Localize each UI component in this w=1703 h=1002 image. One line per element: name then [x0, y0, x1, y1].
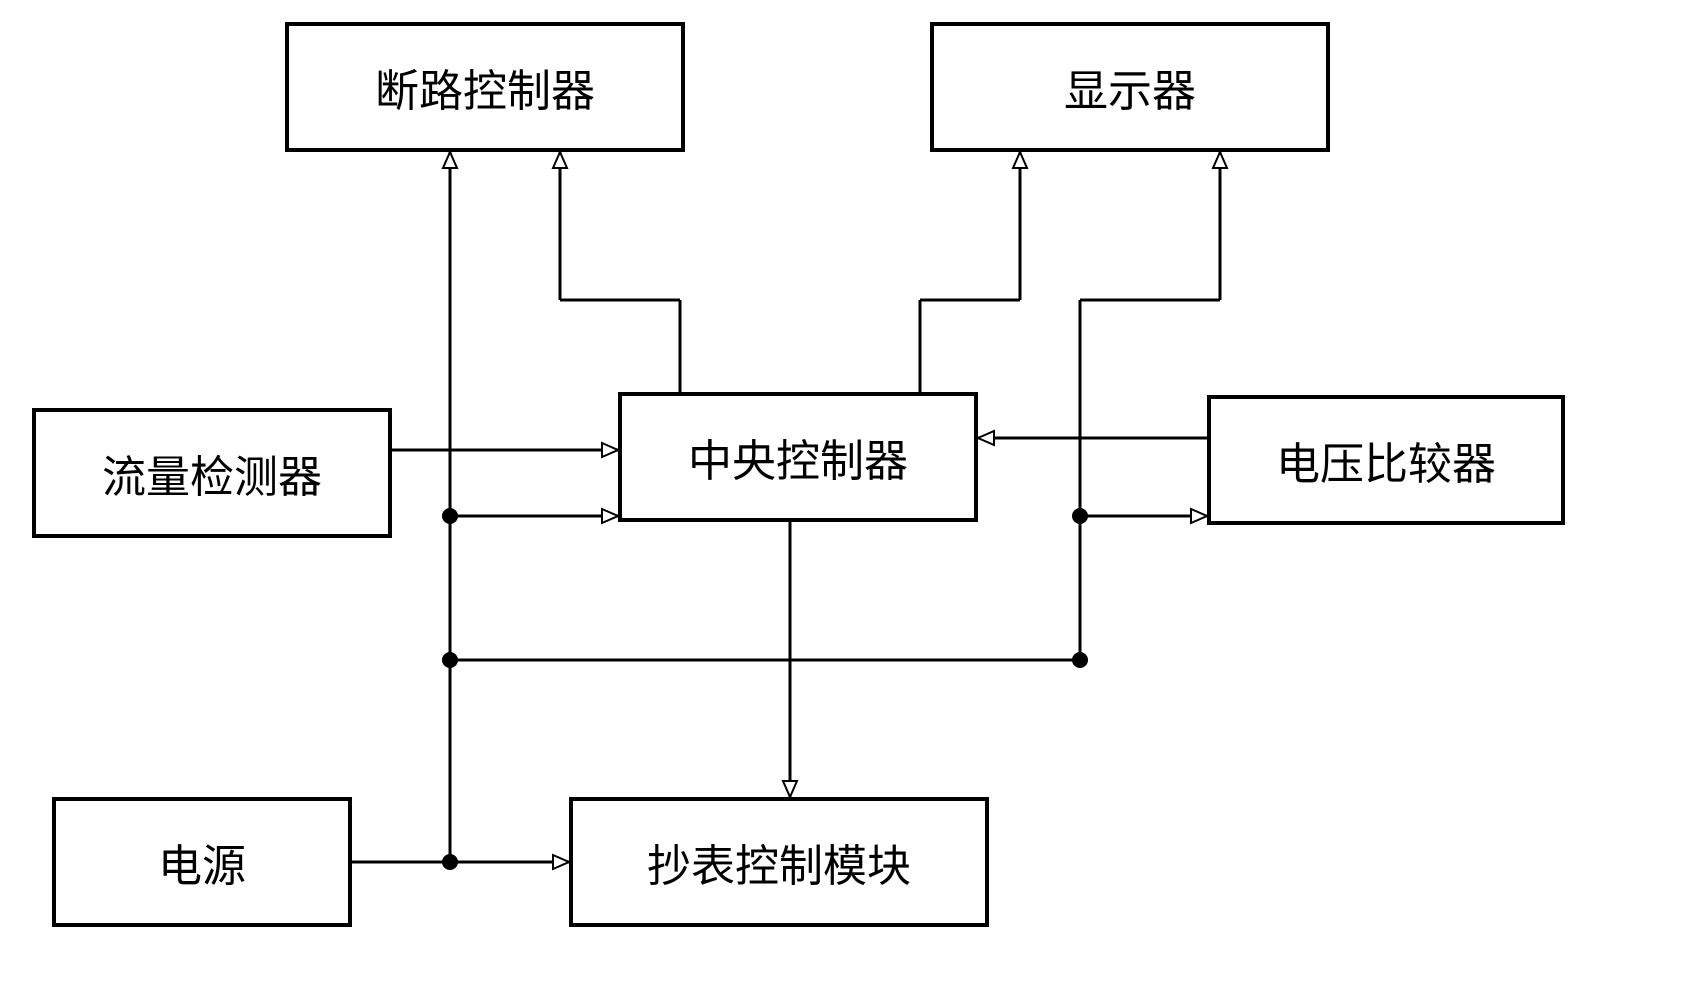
node-label: 断路控制器 [375, 55, 595, 119]
node-label: 电压比较器 [1276, 428, 1496, 492]
node-central-controller: 中央控制器 [618, 392, 978, 522]
node-label: 中央控制器 [688, 425, 908, 489]
node-voltage-comparator: 电压比较器 [1207, 395, 1565, 525]
node-label: 抄表控制模块 [647, 830, 911, 894]
node-flow-detector: 流量检测器 [32, 408, 392, 538]
node-label: 显示器 [1064, 55, 1196, 119]
node-power-source: 电源 [52, 797, 352, 927]
node-display: 显示器 [930, 22, 1330, 152]
node-breaker-controller: 断路控制器 [285, 22, 685, 152]
node-label: 流量检测器 [102, 441, 322, 505]
node-meter-reader: 抄表控制模块 [569, 797, 989, 927]
node-label: 电源 [158, 830, 246, 894]
